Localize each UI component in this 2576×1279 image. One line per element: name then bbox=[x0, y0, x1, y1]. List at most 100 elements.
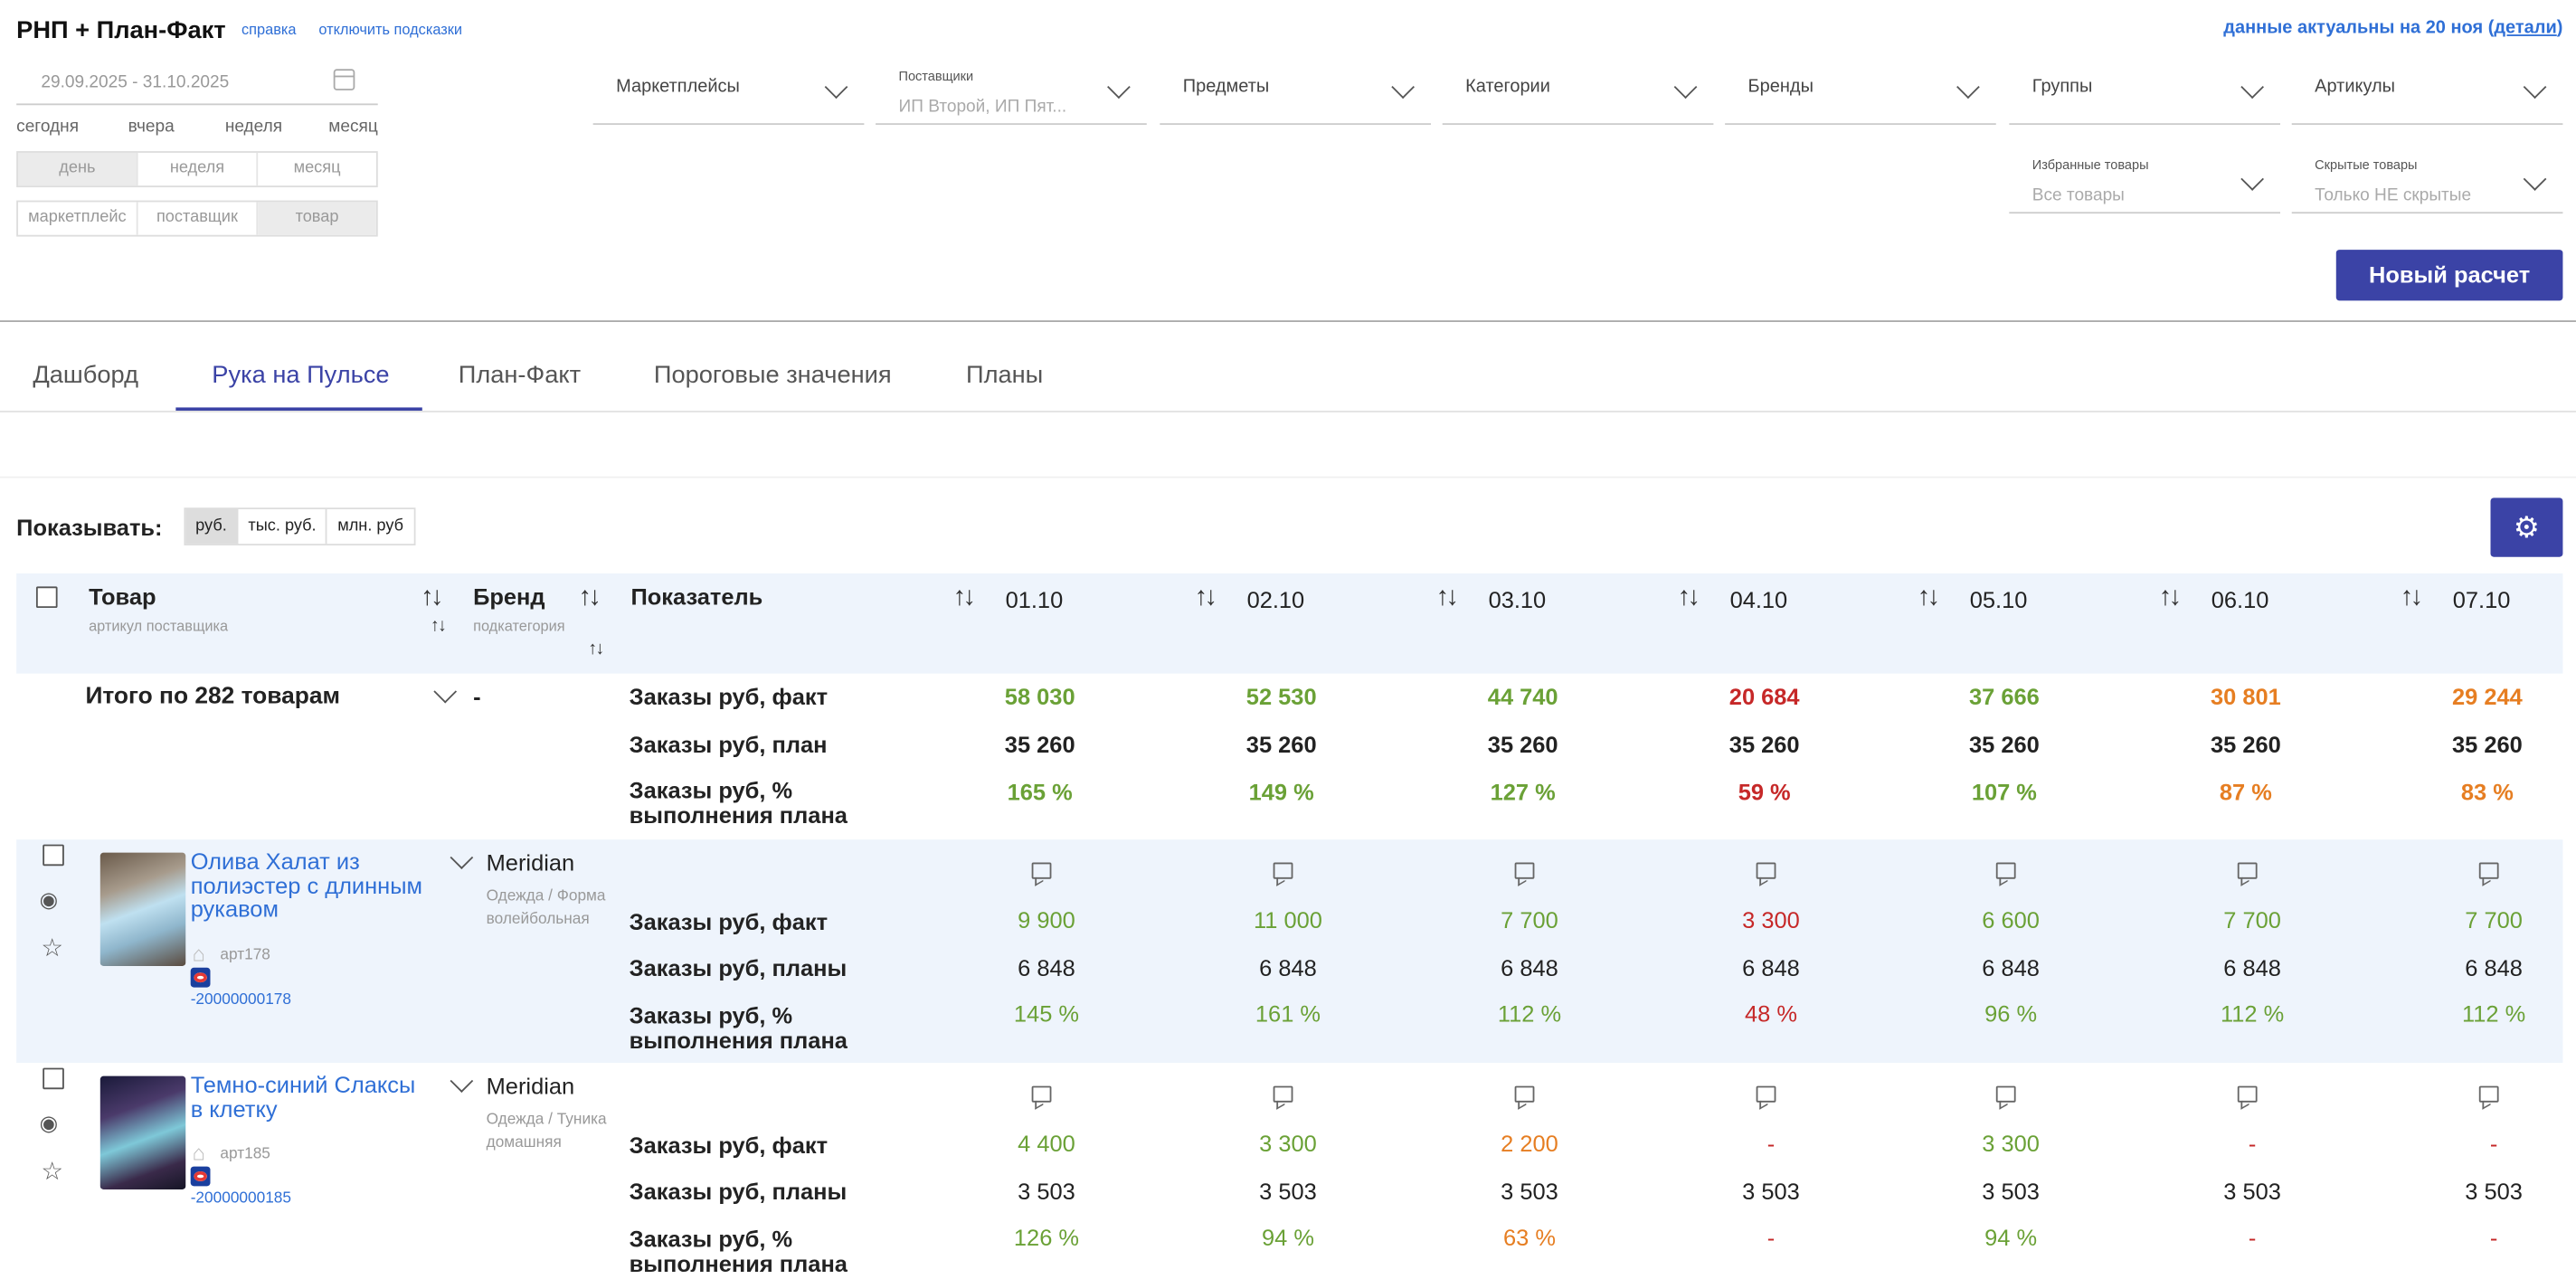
fact-cell: - bbox=[2248, 1130, 2257, 1157]
comment-icon[interactable] bbox=[1273, 862, 1293, 879]
row-checkbox[interactable] bbox=[43, 1067, 64, 1090]
product-name[interactable]: Олива Халат из bbox=[190, 848, 360, 875]
period-month[interactable]: месяц bbox=[293, 159, 341, 178]
pct-cell: 112 % bbox=[2462, 1000, 2526, 1028]
comment-icon[interactable] bbox=[1756, 862, 1776, 879]
new-calc-button[interactable]: Новый расчет bbox=[2335, 250, 2563, 301]
help-link[interactable]: справка bbox=[241, 21, 297, 38]
comment-icon[interactable] bbox=[1514, 1085, 1535, 1103]
group-product[interactable]: товар bbox=[258, 202, 376, 235]
sort-icon[interactable]: ↑↓ bbox=[1194, 583, 1217, 611]
chevron-down-icon bbox=[2240, 167, 2264, 191]
settings-button[interactable]: ⚙ bbox=[2490, 497, 2563, 557]
unit-million[interactable]: млн. руб bbox=[337, 517, 404, 536]
hidden-select[interactable]: Скрытые товары Только НЕ скрытые bbox=[2291, 155, 2563, 214]
favorites-select[interactable]: Избранные товары Все товары bbox=[2009, 155, 2281, 214]
categories-select[interactable]: Категории bbox=[1442, 66, 1714, 126]
chevron-down-icon bbox=[1391, 75, 1415, 99]
total-plan-cell: 35 260 bbox=[1245, 731, 1317, 758]
comment-icon[interactable] bbox=[1756, 1085, 1776, 1103]
fact-cell: - bbox=[2489, 1130, 2498, 1157]
product-name[interactable]: полиэстер с длинным bbox=[190, 871, 422, 898]
quick-month[interactable]: месяц bbox=[328, 116, 378, 137]
date-range-input[interactable]: 29.09.2025 - 31.10.2025 bbox=[16, 59, 378, 106]
tab-plans[interactable]: Планы bbox=[965, 361, 1044, 390]
sort-icon[interactable]: ↑↓ bbox=[1917, 583, 1940, 611]
sort-icon[interactable]: ↑↓ bbox=[420, 583, 443, 611]
unit-rub[interactable]: руб. bbox=[185, 509, 239, 545]
product-subcategory: домашняя bbox=[486, 1133, 562, 1152]
star-icon[interactable]: ☆ bbox=[41, 934, 63, 963]
group-marketplace[interactable]: маркетплейс bbox=[18, 202, 138, 235]
product-name[interactable]: рукавом bbox=[190, 895, 279, 922]
sort-icon[interactable]: ↑↓ bbox=[1435, 583, 1458, 611]
quick-week[interactable]: неделя bbox=[224, 116, 283, 137]
details-link[interactable]: детали bbox=[2494, 17, 2557, 38]
pct-cell: 94 % bbox=[1984, 1224, 2038, 1251]
show-label: Показывать: bbox=[16, 514, 163, 541]
comment-icon[interactable] bbox=[2478, 1085, 2499, 1103]
eye-icon[interactable]: ◉ bbox=[39, 886, 59, 913]
product-barcode[interactable]: -20000000178 bbox=[190, 990, 292, 1009]
sort-icon[interactable]: ↑↓ bbox=[1677, 583, 1700, 611]
tab-pulse[interactable]: Рука на Пульсе bbox=[212, 361, 390, 390]
total-ind-pct: Заказы руб, % bbox=[629, 777, 793, 804]
total-pct-cell: 59 % bbox=[1738, 778, 1791, 805]
plan-cell: 3 503 bbox=[1982, 1178, 2040, 1205]
fact-cell: 7 700 bbox=[2465, 906, 2523, 933]
sort-icon[interactable]: ↑↓ bbox=[2158, 583, 2182, 611]
marketplaces-select[interactable]: Маркетплейсы bbox=[592, 66, 865, 126]
star-icon[interactable]: ☆ bbox=[41, 1158, 63, 1187]
period-week[interactable]: неделя bbox=[138, 152, 259, 186]
eye-icon[interactable]: ◉ bbox=[39, 1110, 59, 1136]
total-pct-cell: 107 % bbox=[1971, 778, 2037, 805]
tab-dashboard[interactable]: Дашборд bbox=[33, 361, 138, 390]
calendar-icon bbox=[333, 69, 355, 90]
sort-icon[interactable]: ↑↓ bbox=[430, 616, 447, 636]
quick-today[interactable]: сегодня bbox=[16, 116, 80, 137]
sort-icon[interactable]: ↑↓ bbox=[578, 583, 601, 611]
col-brand: Бренд bbox=[473, 583, 545, 610]
divider bbox=[0, 411, 2576, 412]
comment-icon[interactable] bbox=[1031, 862, 1052, 879]
date-header-4: 05.10 bbox=[1969, 586, 2028, 613]
comment-icon[interactable] bbox=[1031, 1085, 1052, 1103]
articles-select[interactable]: Артикулы bbox=[2291, 66, 2563, 126]
group-supplier[interactable]: поставщик bbox=[138, 202, 259, 235]
comment-icon[interactable] bbox=[1995, 1085, 2016, 1103]
comment-icon[interactable] bbox=[2237, 862, 2258, 879]
pct-cell: - bbox=[2248, 1224, 2257, 1251]
comment-icon[interactable] bbox=[1514, 862, 1535, 879]
comment-icon[interactable] bbox=[1995, 862, 2016, 879]
tab-plan-fact[interactable]: План-Факт bbox=[458, 361, 582, 390]
sort-icon[interactable]: ↑↓ bbox=[952, 583, 975, 611]
suppliers-select[interactable]: Поставщики ИП Второй, ИП Пят... bbox=[876, 66, 1147, 126]
row-checkbox[interactable] bbox=[43, 844, 64, 867]
select-all-checkbox[interactable] bbox=[35, 586, 58, 609]
chevron-down-icon[interactable] bbox=[433, 679, 458, 704]
brands-select[interactable]: Бренды bbox=[1725, 66, 1996, 126]
period-day[interactable]: день bbox=[17, 152, 138, 186]
product-name[interactable]: Темно-синий Слаксы bbox=[190, 1071, 416, 1098]
comment-icon[interactable] bbox=[2478, 862, 2499, 879]
product-barcode[interactable]: -20000000185 bbox=[190, 1189, 292, 1208]
date-header-3: 04.10 bbox=[1729, 586, 1788, 613]
date-header-6: 07.10 bbox=[2452, 586, 2511, 613]
pct-cell: 96 % bbox=[1984, 1000, 2038, 1028]
unit-thousand[interactable]: тыс. руб. bbox=[239, 509, 328, 545]
tag-icon: ⌂ bbox=[192, 1140, 205, 1165]
ind-pct2: выполнения плана bbox=[629, 1250, 848, 1277]
subjects-select[interactable]: Предметы bbox=[1160, 66, 1431, 126]
date-header-5: 06.10 bbox=[2211, 586, 2269, 613]
fact-cell: 3 300 bbox=[1259, 1130, 1317, 1157]
groups-select[interactable]: Группы bbox=[2009, 66, 2281, 126]
tab-thresholds[interactable]: Пороговые значения bbox=[653, 361, 892, 390]
product-name[interactable]: в клетку bbox=[190, 1094, 278, 1122]
fact-cell: 2 200 bbox=[1501, 1130, 1558, 1157]
sort-icon[interactable]: ↑↓ bbox=[2400, 583, 2423, 611]
comment-icon[interactable] bbox=[2237, 1085, 2258, 1103]
quick-yesterday[interactable]: вчера bbox=[128, 116, 175, 137]
hints-off-link[interactable]: отключить подсказки bbox=[318, 21, 463, 38]
sort-icon[interactable]: ↑↓ bbox=[588, 639, 604, 659]
comment-icon[interactable] bbox=[1273, 1085, 1293, 1103]
